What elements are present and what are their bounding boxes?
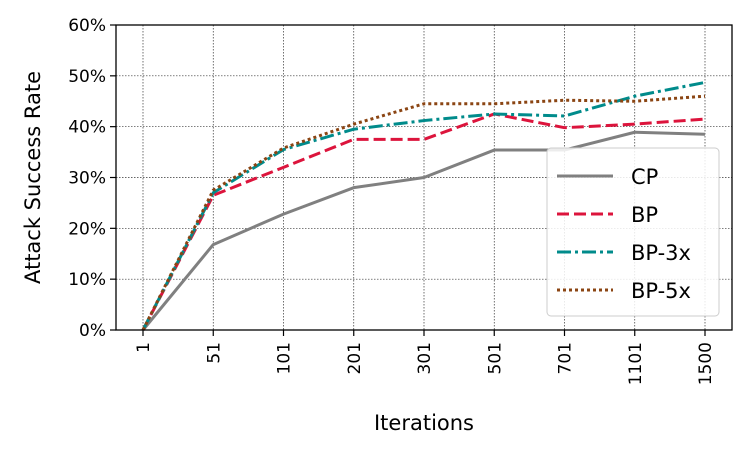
series-line-bp xyxy=(141,112,706,331)
x-tick-label: 1500 xyxy=(696,342,716,385)
legend-label: BP-5x xyxy=(631,279,691,303)
series-line-bp-3x xyxy=(141,80,706,331)
x-tick-label: 51 xyxy=(204,342,224,364)
legend-label: BP-3x xyxy=(631,241,691,265)
y-axis-label: Attack Success Rate xyxy=(21,71,45,284)
x-tick-label: 1 xyxy=(134,342,154,353)
x-tick-label: 201 xyxy=(345,342,365,374)
legend-label: CP xyxy=(631,165,658,189)
legend-box xyxy=(546,147,720,317)
y-tick-label: 30% xyxy=(68,169,106,189)
series-line-cp xyxy=(141,130,706,331)
series-line-bp-5x xyxy=(141,94,706,331)
y-tick-label: 40% xyxy=(68,118,106,138)
y-tick-label: 60% xyxy=(68,16,106,36)
legend: CP BP BP-3x BP-5x xyxy=(546,147,720,317)
series-lines xyxy=(141,80,706,331)
x-tick-label: 301 xyxy=(415,342,435,374)
x-tick-label: 1101 xyxy=(626,342,646,385)
y-tick-label: 20% xyxy=(68,219,106,239)
y-tick-label: 50% xyxy=(68,67,106,87)
x-tick-label: 501 xyxy=(485,342,505,374)
legend-label: BP xyxy=(631,203,658,227)
x-tick-label: 701 xyxy=(556,342,576,374)
x-axis: 1 51 101 201 301 501 701 1101 1500 xyxy=(134,330,716,385)
x-axis-label: Iterations xyxy=(374,411,474,435)
x-tick-label: 101 xyxy=(275,342,295,374)
y-axis: 0% 10% 20% 30% 40% 50% 60% xyxy=(68,16,116,341)
y-tick-label: 10% xyxy=(68,270,106,290)
y-tick-label: 0% xyxy=(79,321,106,341)
